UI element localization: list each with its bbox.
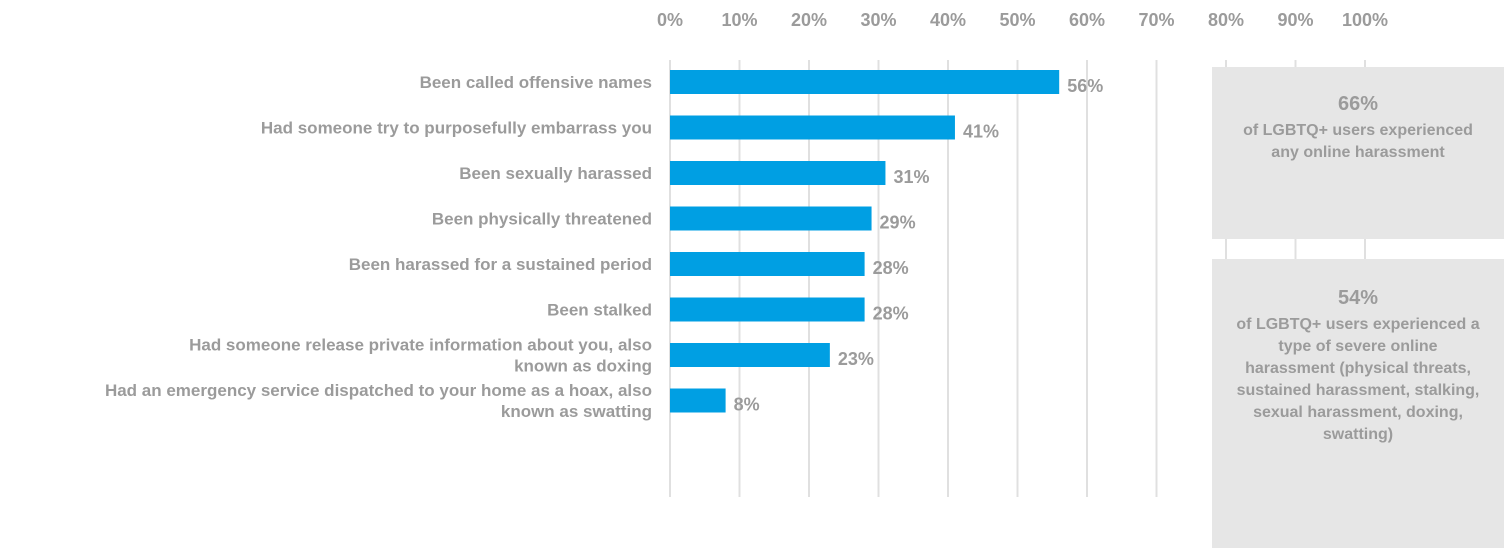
value-label: 8%: [734, 395, 760, 415]
x-tick-label: 10%: [721, 10, 757, 30]
x-tick-label: 40%: [930, 10, 966, 30]
bar: [670, 297, 865, 322]
category-label: Been stalked: [547, 301, 652, 320]
category-label: Had an emergency service dispatched to y…: [105, 381, 652, 400]
value-label: 28%: [873, 258, 909, 278]
callout-2-description: of LGBTQ+ users experienced a type of se…: [1236, 316, 1480, 443]
x-tick-label: 50%: [999, 10, 1035, 30]
category-label: Been physically threatened: [432, 210, 652, 229]
value-label: 28%: [873, 304, 909, 324]
category-label: known as doxing: [514, 357, 652, 376]
x-tick-label: 30%: [860, 10, 896, 30]
category-label: Been called offensive names: [420, 73, 652, 92]
category-labels: Been called offensive names Had someone t…: [105, 73, 652, 421]
value-label: 41%: [963, 122, 999, 142]
value-labels: 56% 41% 31% 29% 28% 28% 23% 8%: [734, 76, 1104, 415]
value-label: 23%: [838, 349, 874, 369]
x-tick-label: 90%: [1277, 10, 1313, 30]
bar: [670, 343, 830, 367]
bar: [670, 161, 886, 185]
bar: [670, 206, 872, 231]
x-tick-label: 80%: [1208, 10, 1244, 30]
category-label: known as swatting: [501, 402, 652, 421]
x-tick-label: 100%: [1342, 10, 1388, 30]
x-tick-label: 20%: [791, 10, 827, 30]
callout-2-stat: 54%: [1337, 287, 1379, 309]
callout-1-stat: 66%: [1337, 93, 1379, 115]
x-tick-label: 0%: [657, 10, 683, 30]
x-tick-label: 60%: [1069, 10, 1105, 30]
callout-severe-harassment: 54% of LGBTQ+ users experienced a type o…: [1212, 259, 1504, 548]
x-axis-ticks: 0% 10% 20% 30% 40% 50% 60% 70% 80% 90% 100%: [657, 10, 1388, 30]
bar: [670, 252, 865, 276]
bar: [670, 115, 955, 140]
value-label: 31%: [893, 167, 929, 187]
callout-1-description: of LGBTQ+ users experienced any online h…: [1243, 122, 1473, 161]
category-label: Been harassed for a sustained period: [349, 255, 652, 274]
bars: [670, 70, 1060, 413]
category-label: Had someone try to purposefully embarras…: [261, 119, 652, 138]
bar: [670, 388, 726, 413]
value-label: 29%: [880, 213, 916, 233]
x-tick-label: 70%: [1138, 10, 1174, 30]
callout-any-harassment: 66% of LGBTQ+ users experienced any onli…: [1212, 67, 1504, 239]
value-label: 56%: [1067, 76, 1103, 96]
category-label: Been sexually harassed: [459, 164, 652, 183]
bar: [670, 70, 1060, 94]
category-label: Had someone release private information …: [189, 336, 652, 355]
